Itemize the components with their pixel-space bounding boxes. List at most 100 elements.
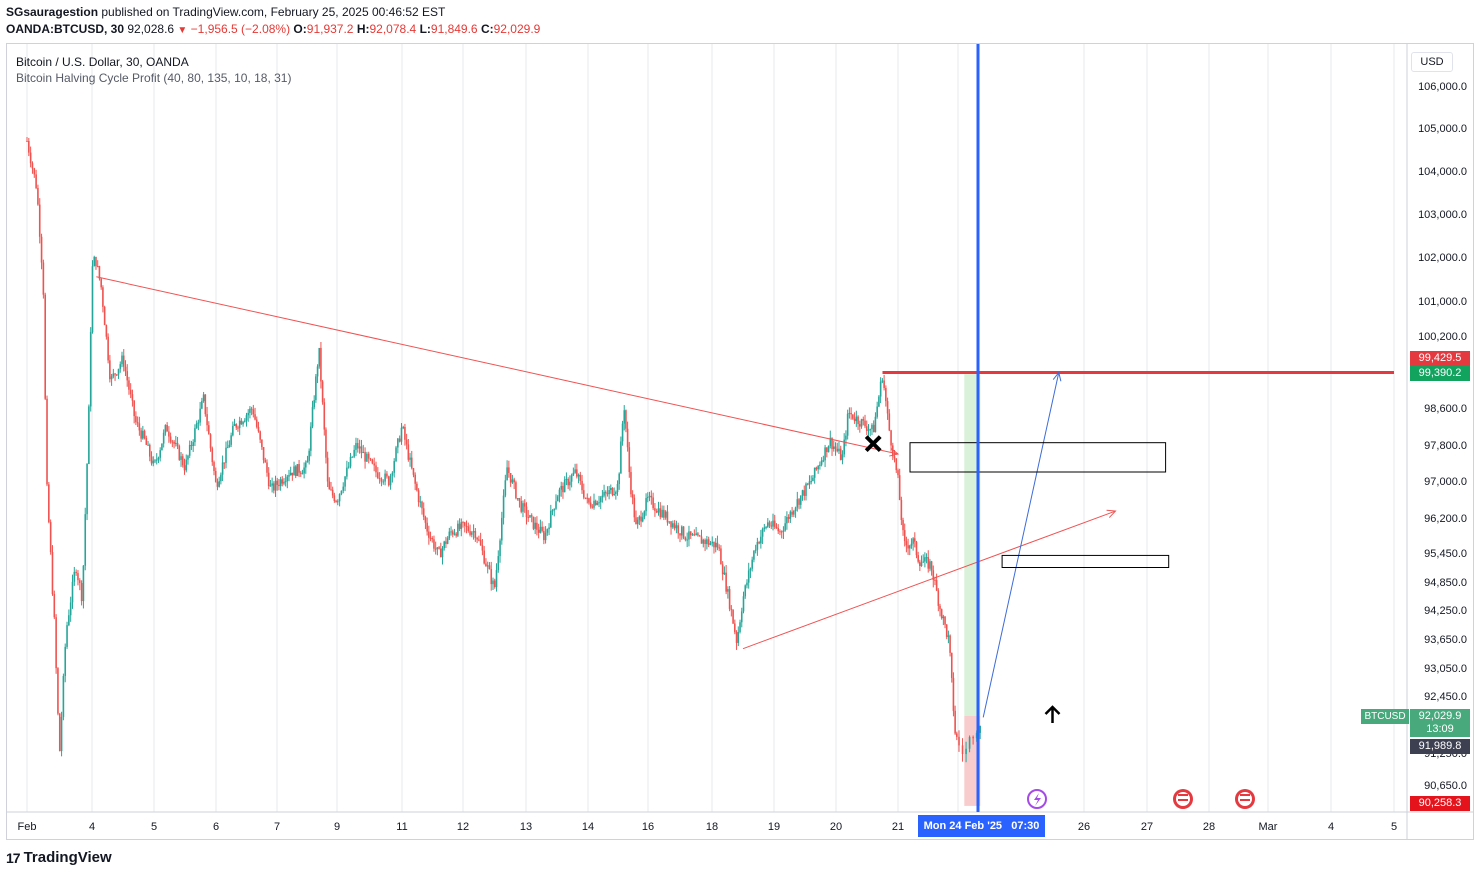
candle-body [761, 529, 764, 537]
candle-body [472, 531, 475, 533]
candle-body [611, 487, 614, 495]
candle-body [663, 509, 665, 518]
candle-body [631, 494, 634, 498]
candle-body [515, 482, 517, 499]
candle-body [961, 745, 964, 755]
candle-body [516, 498, 519, 500]
candle-body [907, 545, 909, 549]
author-name[interactable]: SGsauragestion [6, 5, 99, 19]
candle-body [679, 533, 681, 536]
candle-body [958, 736, 960, 746]
candle-body [775, 526, 778, 529]
chart-canvas[interactable]: 106,000.0 105,000.0 104,000.0 103,000.0 102,… [7, 44, 1474, 840]
candle-body [426, 522, 428, 532]
candle-body [35, 174, 37, 189]
candle-body [82, 565, 85, 602]
candle-body [382, 481, 385, 483]
candle-body [826, 447, 828, 453]
candle-body [819, 464, 821, 467]
candle-body [296, 464, 299, 476]
price-tick-label: 94,850.0 [1424, 577, 1467, 589]
candle-body [945, 624, 948, 637]
candle-body [220, 474, 222, 482]
candle-body [915, 541, 918, 556]
candle-body [192, 442, 194, 447]
candle-body [853, 418, 856, 422]
candle-body [727, 589, 729, 592]
candle-body [355, 443, 357, 450]
candle-body [925, 557, 928, 559]
candle-body [409, 457, 411, 460]
candle-body [446, 538, 449, 544]
candle-body [62, 676, 65, 717]
candle-body [176, 442, 179, 447]
candle-body [465, 525, 468, 527]
candle-body [613, 493, 615, 495]
candle-body [457, 523, 459, 536]
candle-body [250, 408, 253, 410]
candle-body [313, 400, 315, 408]
candle-body [852, 414, 854, 419]
candle-body [927, 557, 930, 569]
candle-body [226, 447, 229, 449]
candle-body [44, 294, 46, 399]
candle-body [249, 408, 251, 413]
candle-body [709, 543, 712, 545]
candle-body [206, 414, 208, 426]
candle-body [364, 451, 366, 462]
candle-body [53, 594, 56, 618]
candle-body [202, 394, 205, 402]
candle-body [841, 454, 844, 460]
candle-body [563, 479, 566, 493]
candle-body [164, 425, 167, 433]
candle-body [357, 443, 359, 449]
candle-body [154, 460, 156, 462]
chart-frame[interactable]: 106,000.0 105,000.0 104,000.0 103,000.0 102,… [6, 43, 1474, 840]
candle-body [387, 476, 390, 486]
candle-body [791, 511, 793, 515]
candle-body [57, 668, 59, 714]
candle-body [848, 412, 851, 414]
target-price-tag: 99,390.2 [1410, 366, 1470, 381]
candle-body [793, 510, 795, 515]
candle-body [625, 410, 627, 429]
candle-body [367, 453, 370, 459]
price-tick-label: 96,200.0 [1424, 513, 1467, 525]
candle-body [308, 450, 310, 461]
candle-body [262, 447, 265, 461]
tradingview-logo[interactable]: 17 TradingView [6, 849, 112, 866]
chart-legend-title[interactable]: Bitcoin / U.S. Dollar, 30, OANDA [16, 55, 189, 69]
candle-body [451, 531, 454, 535]
candle-body [112, 373, 115, 377]
time-tick-label: 27 [1141, 821, 1153, 833]
candle-body [888, 413, 891, 431]
candle-body [876, 406, 878, 417]
candle-body [947, 635, 950, 637]
candle-body [340, 490, 343, 495]
candle-body [404, 426, 406, 440]
candle-body [311, 407, 314, 427]
currency-button[interactable]: USD [1411, 52, 1453, 72]
candle-body [333, 495, 336, 502]
time-tick-label: 16 [642, 821, 654, 833]
candle-body [289, 472, 292, 476]
candle-body [438, 547, 440, 549]
candle-body [80, 583, 83, 602]
candle-body [323, 402, 326, 430]
candle-body [786, 517, 788, 524]
candle-body [565, 478, 568, 480]
candle-body [527, 517, 530, 519]
candle-body [377, 472, 379, 478]
candle-body [450, 531, 452, 533]
candle-body [832, 446, 835, 450]
candle-body [688, 531, 690, 540]
candle-body [281, 479, 284, 484]
candle-body [225, 447, 227, 463]
price-axis-ticks: 106,000.0 105,000.0 104,000.0 103,000.0 102,… [1418, 81, 1467, 792]
indicator-legend[interactable]: Bitcoin Halving Cycle Profit (40, 80, 13… [16, 71, 292, 85]
candle-body [623, 410, 626, 424]
candle-body [116, 374, 118, 376]
candle-body [902, 520, 904, 531]
candle-body [37, 188, 39, 205]
candle-body [555, 501, 557, 509]
